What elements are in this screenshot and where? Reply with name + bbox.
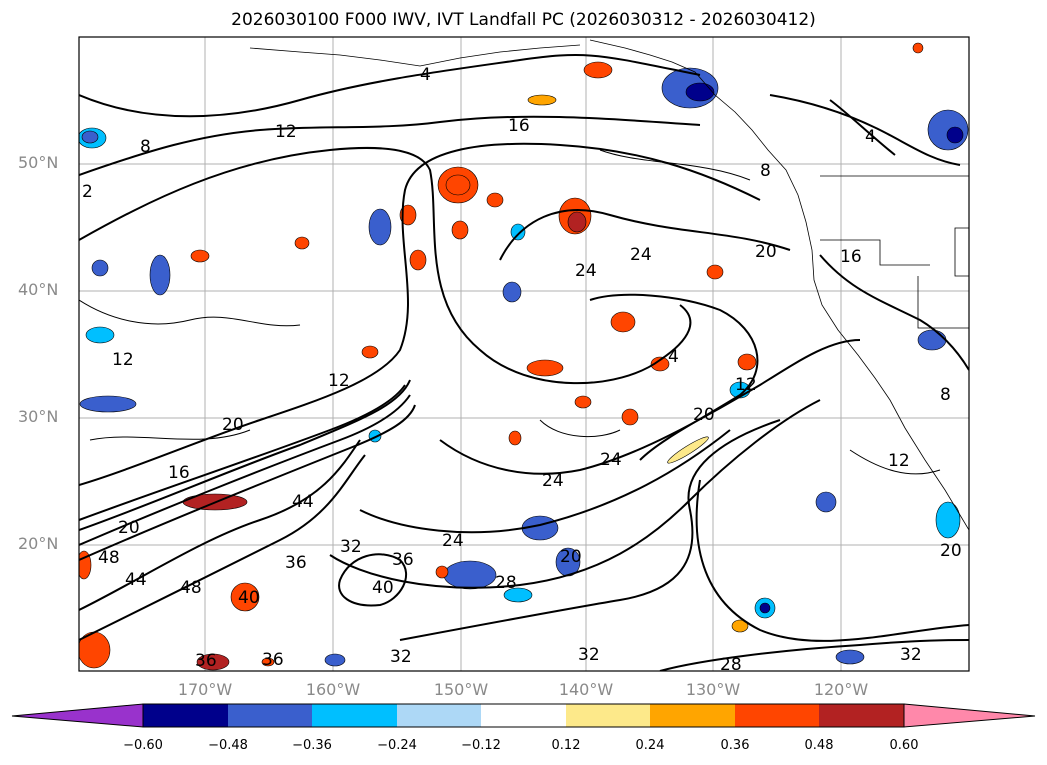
contour-label: 48 (98, 548, 120, 568)
colorbar-tick-label: 0.12 (551, 738, 581, 753)
colorbar-bin (735, 704, 819, 727)
colorbar-tick-label: −0.48 (208, 738, 248, 753)
contour-label: 36 (262, 650, 284, 670)
lat-label: 20°N (18, 534, 59, 553)
contour-label: 8 (760, 161, 771, 181)
colorbar-bin (143, 704, 228, 727)
contour-label: 20 (222, 415, 244, 435)
colorbar-bin (819, 704, 904, 727)
contour-label: 32 (390, 647, 412, 667)
contour-label: 32 (578, 645, 600, 665)
lon-label: 130°W (685, 680, 741, 699)
colorbar-tick-label: 0.60 (889, 738, 919, 753)
contour-label: 32 (900, 645, 922, 665)
colorbar-tick-label: 0.36 (720, 738, 750, 753)
contour-label: 16 (840, 247, 862, 267)
contour-label: 4 (668, 347, 679, 367)
lon-label: 120°W (813, 680, 869, 699)
contour-label: 32 (340, 537, 362, 557)
contour-label: 28 (495, 573, 517, 593)
colorbar-bin (566, 704, 650, 727)
contour-label: 40 (372, 578, 394, 598)
gridlines (79, 37, 969, 671)
contour-label: 16 (508, 116, 530, 136)
lon-label: 160°W (305, 680, 361, 699)
colorbar-tick-label: −0.12 (461, 738, 501, 753)
contour-label: 36 (285, 553, 307, 573)
contour-label: 20 (693, 405, 715, 425)
map-title: 2026030100 F000 IWV, IVT Landfall PC (20… (231, 10, 816, 30)
contour-label: 20 (755, 242, 777, 262)
colorbar-bin (397, 704, 481, 727)
lon-label: 150°W (433, 680, 489, 699)
contour-label: 20 (118, 518, 140, 538)
contour-label: 44 (125, 570, 147, 590)
plot-frame (78, 36, 970, 672)
colorbar-min-extend (11, 703, 144, 728)
lat-label: 30°N (18, 407, 59, 426)
contour-label: 16 (168, 463, 190, 483)
colorbar-bin (650, 704, 735, 727)
lat-label: 50°N (18, 153, 59, 172)
colorbar-tick-label: −0.60 (123, 738, 163, 753)
contour-label: 20 (560, 547, 582, 567)
contour-label: 48 (180, 578, 202, 598)
contour-label: 36 (392, 550, 414, 570)
contour-label: 8 (140, 137, 151, 157)
contour-label: 24 (442, 531, 464, 551)
plot-area (79, 37, 969, 671)
contour-label: 24 (575, 261, 597, 281)
contour-label: 4 (865, 127, 876, 147)
contour-label: 12 (112, 350, 134, 370)
contour-label: 12 (328, 371, 350, 391)
contour-label: 24 (542, 471, 564, 491)
colorbar-bin (312, 704, 397, 727)
contour-label: 20 (940, 541, 962, 561)
colorbar-bin (228, 704, 312, 727)
lat-label: 40°N (18, 280, 59, 299)
contour-label: 8 (940, 385, 951, 405)
contour-label: 4 (420, 65, 431, 85)
contour-label-layer: 4 12 16 8 2 24 24 20 16 4 12 12 4 12 20 … (82, 65, 962, 675)
contour-label: 36 (195, 651, 217, 671)
contour-label: 44 (292, 492, 314, 512)
colorbar-tick-label: −0.36 (292, 738, 332, 753)
colorbar-frame (142, 703, 905, 728)
contour-label: 12 (275, 122, 297, 142)
contour-label: 40 (238, 588, 260, 608)
contour-label: 24 (600, 450, 622, 470)
colorbar-bin (481, 704, 566, 727)
colorbar-tick-label: 0.48 (804, 738, 834, 753)
coastlines (249, 39, 969, 531)
lon-label: 140°W (558, 680, 614, 699)
detail-contours (79, 149, 941, 475)
colorbar-max-extend (903, 703, 1036, 728)
contour-label: 2 (82, 182, 93, 202)
contour-label: 24 (630, 245, 652, 265)
colorbar-tick-label: −0.24 (377, 738, 417, 753)
lon-label: 170°W (177, 680, 233, 699)
colorbar-tick-label: 0.24 (635, 738, 665, 753)
contour-label: 28 (720, 655, 742, 675)
iwv-contours (79, 54, 969, 671)
contour-label: 12 (888, 451, 910, 471)
colorbar (11, 703, 1036, 728)
contour-label: 12 (735, 375, 757, 395)
